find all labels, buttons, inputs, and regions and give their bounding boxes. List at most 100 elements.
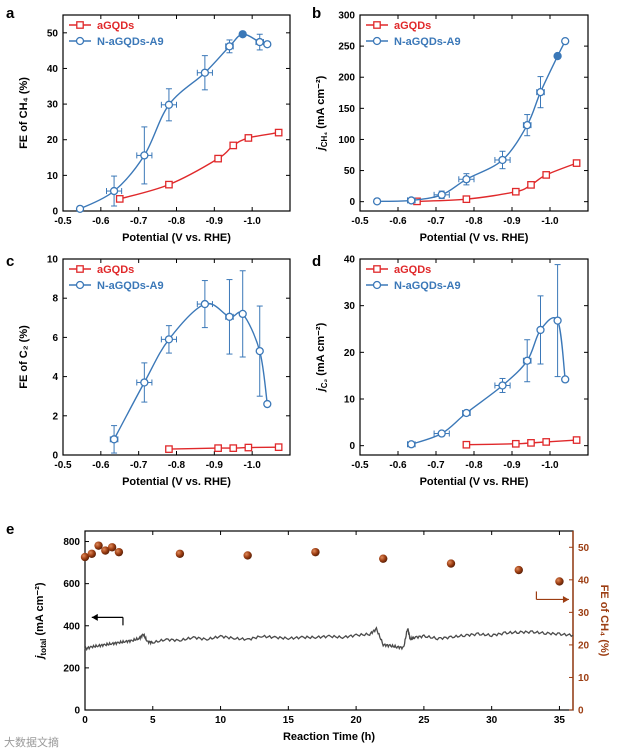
data-point-square xyxy=(274,128,283,137)
y-axis-label-subscript: total xyxy=(39,639,48,656)
fe-data-point xyxy=(175,549,185,558)
y-axis-label-symbol: j xyxy=(315,387,327,393)
y-tick-label: 40 xyxy=(47,64,59,75)
y-tick-label: 10 xyxy=(47,255,59,266)
data-point-square xyxy=(274,443,283,452)
series-fit-line xyxy=(168,446,279,450)
fe-data-point xyxy=(101,546,110,555)
y-axis-label: jtotal (mA cm⁻²) xyxy=(34,582,48,660)
y-tick-label: 600 xyxy=(63,579,80,590)
x-tick-label: -0.5 xyxy=(54,216,72,227)
y-axis-label-unit: (mA cm⁻²) xyxy=(34,582,46,638)
panel-b: b -0.5 -0.6 -0.7 -0.8 -0.9 -1.0 0 50 100 150 200 250… xyxy=(312,5,589,244)
x-tick-label: 15 xyxy=(283,715,295,726)
y-tick-label: 2 xyxy=(52,411,58,422)
x-tick-label: -1.0 xyxy=(244,460,262,471)
data-point-square xyxy=(511,439,520,448)
fe-data-point xyxy=(87,549,96,558)
data-point-circle xyxy=(225,312,234,321)
data-point-circle xyxy=(164,335,174,344)
data-point-square xyxy=(214,444,222,452)
y-axis-label: jCH₄ (mA cm⁻²) xyxy=(315,75,329,152)
panel-d: d -0.5 -0.6 -0.7 -0.8 -0.9 -1.0 0 10 20 30 40 Potent… xyxy=(312,253,589,488)
y-tick-label: 200 xyxy=(338,73,355,84)
series-fit-line xyxy=(411,316,566,445)
legend-marker xyxy=(76,21,84,29)
legend-marker xyxy=(75,36,85,46)
current-trace xyxy=(84,626,574,652)
x-tick-label: -0.7 xyxy=(130,216,148,227)
data-point-square xyxy=(115,195,124,203)
y-axis-label-subscript: CH₄ xyxy=(320,132,329,148)
y-tick-label: 0 xyxy=(74,706,80,717)
x-tick-label: 5 xyxy=(150,715,156,726)
data-point-square xyxy=(165,445,173,453)
data-point-circle xyxy=(140,151,149,160)
x-tick-label: 0 xyxy=(82,715,88,726)
x-tick-label: -0.5 xyxy=(351,460,369,471)
y-tick-label: 300 xyxy=(338,11,355,22)
data-point-circle xyxy=(263,399,272,409)
x-tick-label: 25 xyxy=(418,715,430,726)
y-axis-label: jC₂ (mA cm⁻²) xyxy=(315,322,329,393)
x-tick-label: -0.5 xyxy=(351,216,369,227)
x-tick-label: -0.7 xyxy=(130,460,148,471)
y-tick-label: 0 xyxy=(349,441,355,452)
data-point-circle xyxy=(372,197,382,206)
series-fit-line xyxy=(119,131,279,200)
x-tick-label: -0.9 xyxy=(206,216,224,227)
x-tick-label: -0.6 xyxy=(389,460,407,471)
x-axis-label: Potential (V vs. RHE) xyxy=(122,476,231,488)
x-tick-label: 20 xyxy=(351,715,363,726)
y-tick-label: 200 xyxy=(63,663,80,674)
panel-a: a -0.5 -0.6 -0.7 -0.8 -0.9 -1.0 0 10 20 30 40 50 Pote… xyxy=(6,5,291,244)
legend-label: N-aGQDs-A9 xyxy=(97,280,164,292)
legend-label: N-aGQDs-A9 xyxy=(394,36,461,48)
fe-data-point xyxy=(94,541,103,550)
data-point-circle xyxy=(255,346,264,356)
x-tick-label: -1.0 xyxy=(541,216,559,227)
x-tick-label: -0.8 xyxy=(465,216,483,227)
data-point-square xyxy=(511,187,520,196)
data-point-circle xyxy=(553,316,562,325)
x-tick-label: -0.6 xyxy=(389,216,407,227)
y-tick-label: 800 xyxy=(63,537,80,548)
y-tick-label: 50 xyxy=(344,166,356,177)
x-tick-label: 35 xyxy=(554,715,566,726)
panel-c: c -0.5 -0.6 -0.7 -0.8 -0.9 -1.0 0 2 4 6 8 10 Potentia… xyxy=(6,253,291,488)
fe-data-point xyxy=(514,565,523,575)
x-axis-label: Reaction Time (h) xyxy=(283,731,375,743)
x-tick-label: -0.9 xyxy=(206,460,224,471)
panel-letter: d xyxy=(312,253,321,270)
data-point-circle xyxy=(561,36,570,46)
legend-marker xyxy=(76,265,84,273)
right-axis-arrow-head xyxy=(562,595,569,603)
y-right-tick-label: 30 xyxy=(578,608,590,619)
y-axis-label-unit: (mA cm⁻²) xyxy=(315,75,327,131)
y-axis-label-unit: (mA cm⁻²) xyxy=(315,322,327,378)
data-point-square xyxy=(462,440,471,449)
y-right-axis-label: FE of CH₄ (%) xyxy=(598,585,610,657)
y-tick-label: 10 xyxy=(344,395,356,406)
y-tick-label: 6 xyxy=(52,333,58,344)
watermark: 大数据文摘 xyxy=(4,735,59,749)
data-point-square xyxy=(462,195,471,204)
y-tick-label: 10 xyxy=(47,171,59,182)
fe-data-point xyxy=(107,543,117,552)
data-point-circle xyxy=(462,175,471,184)
data-point-circle xyxy=(536,325,545,335)
data-point-square xyxy=(214,154,222,163)
data-point-circle xyxy=(255,37,264,47)
legend-label: aGQDs xyxy=(394,264,431,276)
y-right-tick-label: 0 xyxy=(578,706,584,717)
x-tick-label: -0.5 xyxy=(54,460,72,471)
fe-data-point xyxy=(114,547,124,557)
data-point-circle xyxy=(498,155,507,165)
data-point-circle xyxy=(140,378,149,387)
plot-frame xyxy=(84,530,574,711)
y-tick-label: 4 xyxy=(52,372,58,383)
x-tick-label: -0.6 xyxy=(92,216,110,227)
y-tick-label: 0 xyxy=(52,207,58,218)
